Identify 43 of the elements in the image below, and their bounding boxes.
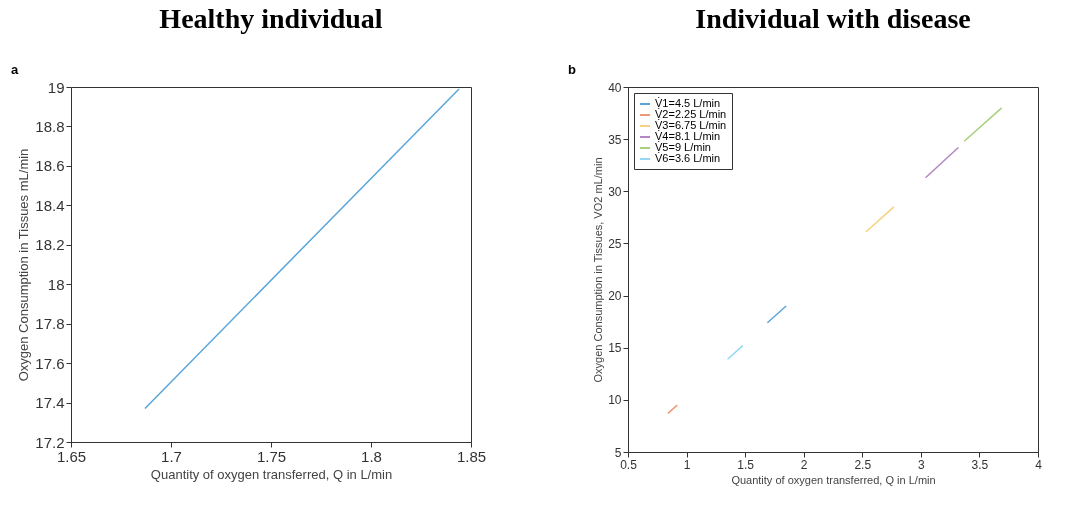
y-axis-title: Oxygen Consumption in Tissues mL/min — [16, 148, 32, 382]
x-tick-label: 1.8 — [361, 447, 382, 465]
y-tick-label: 15 — [608, 341, 622, 356]
y-tick-label: 17.6 — [35, 354, 65, 372]
y-tick-label: 40 — [608, 80, 622, 95]
x-tick-label: 1.75 — [256, 447, 287, 465]
y-axis-title: Oxygen Consumption in Tissues, VO2 mL/min — [592, 157, 605, 383]
text: b — [568, 62, 576, 77]
x-axis-title: Quantity of oxygen transferred, Q in L/min — [150, 466, 393, 482]
legend-label: V̇2=2.25 L/min — [655, 108, 727, 120]
y-tick-label: 35 — [608, 132, 622, 147]
x-tick-label: 1.7 — [161, 447, 182, 465]
y-tick-label: 17.8 — [35, 315, 65, 333]
y-tick-label: 18 — [47, 275, 65, 293]
legend-label: V̇4=8.1 L/min — [655, 130, 721, 142]
x-tick-label: 3 — [918, 457, 926, 472]
x-tick-label: 0.5 — [620, 457, 638, 472]
y-tick-label: 5 — [614, 445, 622, 460]
legend-label: V̇1=4.5 L/min — [655, 97, 721, 109]
y-tick-label: 30 — [608, 184, 622, 199]
chart-title: Healthy individual — [159, 3, 383, 34]
legend-label: V̇3=6.75 L/min — [655, 119, 727, 131]
x-tick-label: 1.85 — [456, 447, 487, 465]
x-tick-label: 3.5 — [971, 457, 989, 472]
y-tick-label: 18.2 — [35, 236, 65, 254]
x-tick-label: 1.5 — [737, 457, 755, 472]
y-tick-label: 18.6 — [35, 157, 65, 175]
x-tick-label: 2 — [800, 457, 808, 472]
y-tick-label: 19 — [47, 78, 65, 96]
x-axis-title: Quantity of oxygen transferred, Q in L/min — [731, 473, 936, 486]
x-tick-label: 4 — [1035, 457, 1043, 472]
legend-label: V̇5=9 L/min — [655, 141, 711, 153]
chart-title: Individual with disease — [695, 3, 971, 34]
legend-label: V̇6=3.6 L/min — [655, 152, 721, 164]
y-tick-label: 18.8 — [35, 117, 65, 135]
y-tick-label: 20 — [608, 289, 622, 304]
y-tick-label: 10 — [608, 393, 622, 408]
y-tick-label: 18.4 — [35, 196, 65, 214]
text: a — [11, 62, 19, 77]
y-tick-label: 17.4 — [35, 394, 65, 412]
x-tick-label: 1 — [683, 457, 691, 472]
y-tick-label: 25 — [608, 236, 622, 251]
x-tick-label: 2.5 — [854, 457, 872, 472]
